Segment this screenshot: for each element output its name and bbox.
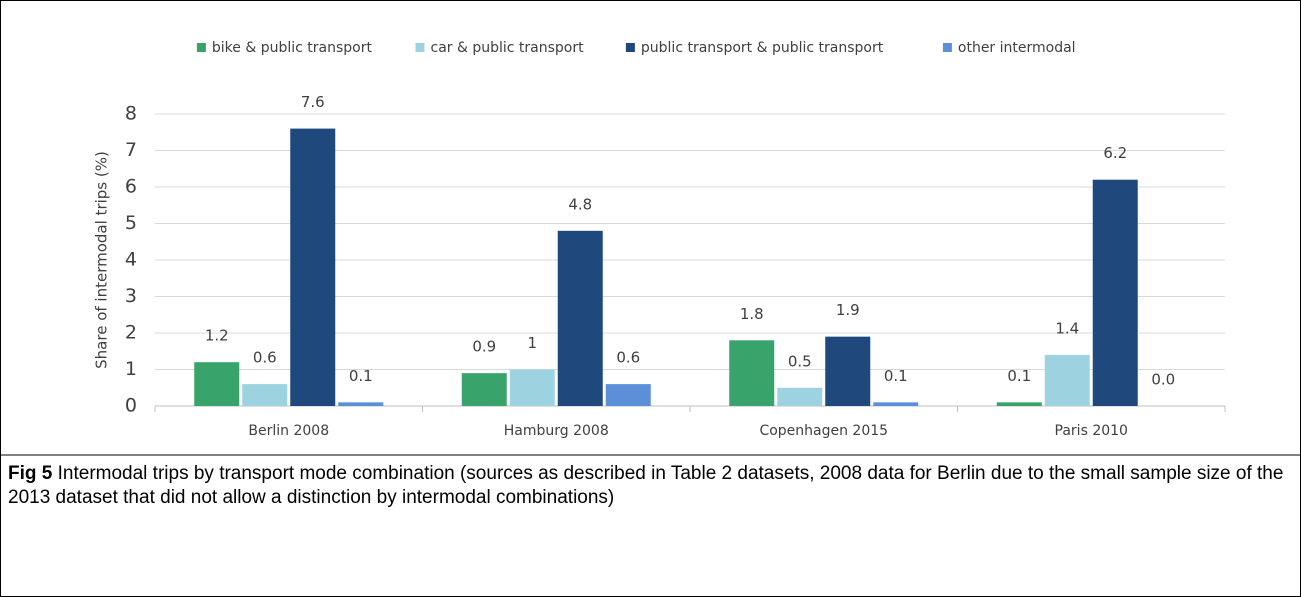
data-label: 0.6: [616, 349, 640, 367]
data-label: 0.9: [472, 338, 496, 356]
y-tick-label: 6: [125, 176, 137, 198]
data-label: 1.4: [1055, 319, 1079, 337]
y-tick-label: 0: [125, 395, 137, 417]
y-tick-label: 8: [125, 103, 137, 125]
bar: [194, 362, 240, 406]
data-label: 7.6: [301, 93, 325, 111]
y-tick-label: 4: [125, 249, 137, 271]
caption: Fig 5 Intermodal trips by transport mode…: [8, 462, 1293, 510]
bar: [777, 387, 823, 406]
caption-label: Fig 5: [8, 463, 53, 484]
data-label: 0.6: [253, 349, 277, 367]
data-label: 1: [527, 334, 537, 352]
y-tick-label: 5: [125, 212, 137, 234]
legend-label: car & public transport: [431, 40, 585, 56]
caption-text: Intermodal trips by transport mode combi…: [8, 463, 1284, 508]
legend-label: public transport & public transport: [641, 40, 884, 56]
legend-swatch: [942, 43, 952, 52]
legend-label: bike & public transport: [212, 40, 373, 56]
data-label: 0.1: [884, 367, 908, 385]
y-tick-label: 1: [125, 358, 137, 380]
x-tick-label: Hamburg 2008: [504, 423, 609, 439]
data-label: 1.8: [740, 305, 764, 323]
bar: [605, 384, 651, 406]
y-tick-label: 7: [125, 139, 137, 161]
data-label: 0.0: [1151, 371, 1175, 389]
bar: [873, 402, 919, 406]
legend-swatch: [625, 43, 635, 52]
bar: [242, 384, 288, 406]
legend-label: other intermodal: [958, 40, 1076, 56]
data-label: 0.1: [349, 367, 373, 385]
legend-swatch: [196, 43, 206, 52]
data-label: 0.5: [788, 352, 812, 370]
bar: [461, 373, 507, 406]
data-label: 4.8: [568, 195, 592, 213]
y-axis-title: Share of intermodal trips (%): [93, 151, 111, 369]
x-tick-label: Berlin 2008: [248, 423, 329, 439]
data-label: 6.2: [1103, 144, 1127, 162]
bar: [290, 128, 336, 406]
data-label: 0.1: [1007, 367, 1031, 385]
data-label: 1.2: [205, 327, 229, 345]
bar: [729, 340, 775, 406]
bar: [557, 230, 603, 406]
y-tick-label: 2: [125, 322, 137, 344]
bar: [825, 336, 871, 406]
y-tick-label: 3: [125, 285, 137, 307]
data-label: 1.9: [836, 301, 860, 319]
bar: [1044, 354, 1090, 406]
x-tick-label: Copenhagen 2015: [759, 423, 888, 439]
bar: [1092, 179, 1138, 406]
x-tick-label: Paris 2010: [1055, 423, 1128, 439]
bar: [338, 402, 384, 406]
bar: [996, 402, 1042, 406]
bar: [509, 369, 555, 406]
legend-swatch: [415, 43, 425, 52]
